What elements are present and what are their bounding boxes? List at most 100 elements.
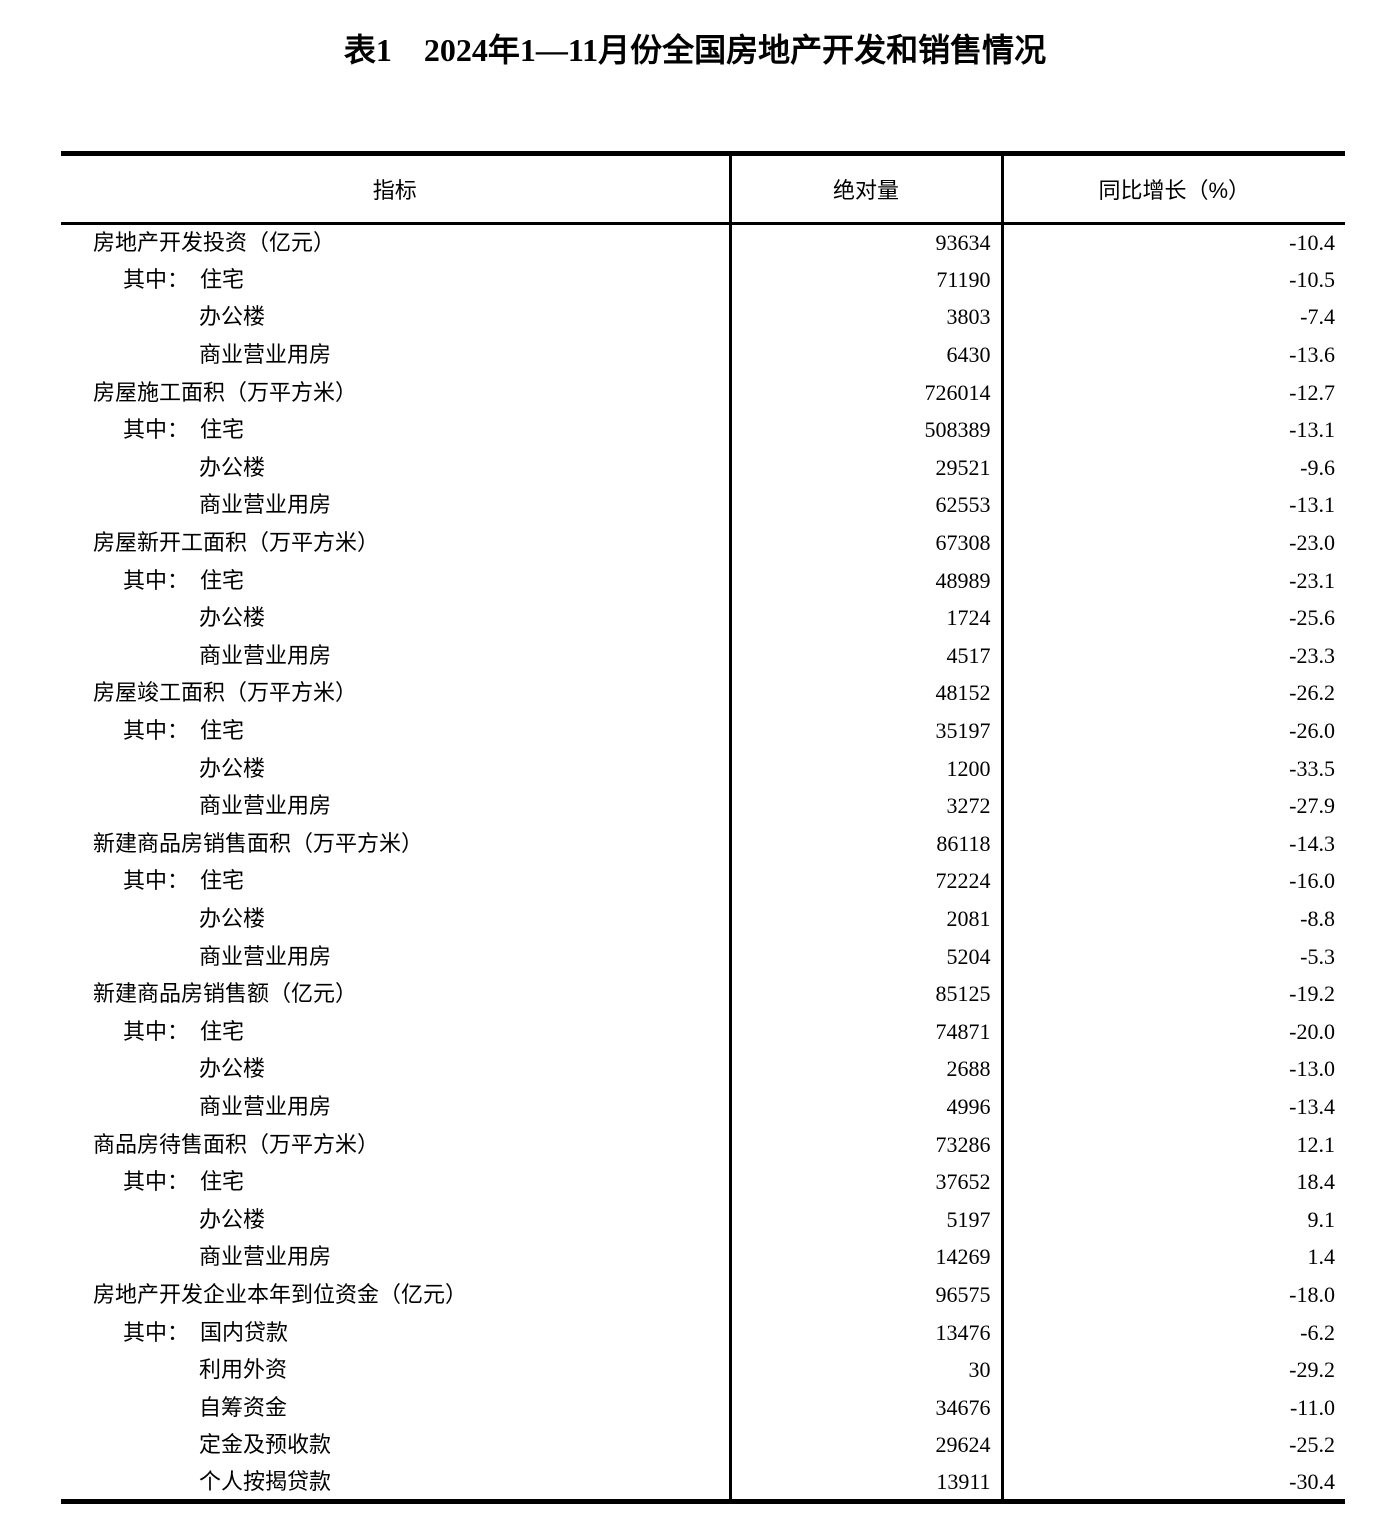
yoy-growth-cell: -18.0	[1289, 1281, 1335, 1307]
table-row: 商业营业用房 4517 -23.3	[61, 637, 1345, 675]
table-row: 房地产开发投资（亿元） 93634 -10.4	[61, 223, 1345, 262]
absolute-value-cell: 67308	[730, 524, 1004, 562]
table-row: 其中： 国内贷款 13476 -6.2	[61, 1313, 1345, 1352]
absolute-value-cell: 4517	[730, 637, 1004, 675]
indicator-label: 个人按揭贷款	[199, 1468, 332, 1494]
indicator-cell: 办公楼	[61, 599, 732, 638]
indicator-cell: 其中： 住宅	[61, 561, 732, 600]
yoy-growth-cell: 12.1	[1296, 1131, 1336, 1157]
indicator-prefix: 其中：	[123, 1018, 190, 1044]
yoy-growth-cell: -27.9	[1289, 793, 1335, 819]
absolute-value-cell: 96575	[730, 1276, 1004, 1314]
table-row: 商业营业用房 5204 -5.3	[61, 937, 1345, 976]
absolute-value-cell: 1724	[730, 599, 1004, 638]
indicator-label: 商业营业用房	[199, 642, 332, 668]
indicator-cell: 办公楼	[61, 1050, 732, 1089]
indicator-cell: 其中： 住宅	[61, 862, 732, 901]
table-row: 房屋竣工面积（万平方米） 48152 -26.2	[61, 674, 1345, 713]
indicator-cell: 其中： 住宅	[61, 712, 732, 750]
absolute-value-cell: 72224	[730, 862, 1004, 901]
table-row: 办公楼 2081 -8.8	[61, 900, 1345, 938]
header-row: 指标 绝对量 同比增长（%）	[61, 153, 1345, 225]
indicator-cell: 商品房待售面积（万平方米）	[61, 1125, 732, 1164]
indicator-cell: 房屋新开工面积（万平方米）	[61, 524, 732, 562]
absolute-value-cell: 48989	[730, 561, 1004, 600]
table-row: 其中： 住宅 508389 -13.1	[61, 411, 1345, 450]
absolute-value-cell: 73286	[730, 1125, 1004, 1164]
indicator-cell: 其中： 住宅	[61, 1012, 732, 1051]
indicator-label: 利用外资	[199, 1357, 288, 1383]
indicator-cell: 商业营业用房	[61, 336, 732, 374]
table-row: 新建商品房销售面积（万平方米） 86118 -14.3	[61, 825, 1345, 863]
yoy-growth-cell: -16.0	[1289, 868, 1335, 894]
indicator-cell: 定金及预收款	[61, 1426, 732, 1465]
yoy-growth-cell: 1.4	[1307, 1244, 1336, 1270]
table-row: 其中： 住宅 48989 -23.1	[61, 561, 1345, 600]
indicator-cell: 办公楼	[61, 298, 732, 337]
column-header-yoy-growth: 同比增长（%）	[1002, 153, 1345, 225]
indicator-cell: 办公楼	[61, 1200, 732, 1239]
table-row: 办公楼 1724 -25.6	[61, 599, 1345, 638]
indicator-label: 新建商品房销售面积（万平方米）	[93, 830, 424, 856]
indicator-cell: 商业营业用房	[61, 937, 732, 976]
yoy-growth-cell: -8.8	[1300, 905, 1335, 931]
indicator-cell: 新建商品房销售面积（万平方米）	[61, 825, 732, 863]
absolute-value-cell: 14269	[730, 1238, 1004, 1277]
indicator-cell: 其中： 住宅	[61, 1163, 732, 1201]
indicator-label: 住宅	[200, 1169, 245, 1195]
absolute-value-cell: 29521	[730, 449, 1004, 487]
indicator-label: 房地产开发企业本年到位资金（亿元）	[93, 1281, 468, 1307]
indicator-cell: 自筹资金	[61, 1388, 732, 1427]
table-body: 房地产开发投资（亿元） 93634 -10.4 其中： 住宅 71190 -10.…	[61, 223, 1345, 1502]
table-row: 其中： 住宅 35197 -26.0	[61, 712, 1345, 750]
absolute-value-cell: 3272	[730, 787, 1004, 825]
absolute-value-cell: 85125	[730, 975, 1004, 1013]
indicator-cell: 商业营业用房	[61, 1088, 732, 1126]
yoy-growth-cell: -13.0	[1289, 1056, 1335, 1082]
table-row: 定金及预收款 29624 -25.2	[61, 1426, 1345, 1465]
table-row: 自筹资金 34676 -11.0	[61, 1388, 1345, 1427]
yoy-growth-cell: -13.4	[1289, 1093, 1335, 1119]
table-row: 利用外资 30 -29.2	[61, 1351, 1345, 1389]
table-row: 商业营业用房 4996 -13.4	[61, 1088, 1345, 1126]
absolute-value-cell: 34676	[730, 1388, 1004, 1427]
yoy-growth-cell: 18.4	[1296, 1169, 1336, 1195]
indicator-cell: 商业营业用房	[61, 637, 732, 675]
indicator-cell: 办公楼	[61, 749, 732, 788]
absolute-value-cell: 30	[730, 1351, 1004, 1389]
table-row: 商业营业用房 14269 1.4	[61, 1238, 1345, 1277]
indicator-prefix: 其中：	[123, 1319, 190, 1345]
yoy-growth-cell: -13.1	[1289, 417, 1335, 443]
absolute-value-cell: 1200	[730, 749, 1004, 788]
table-row: 办公楼 1200 -33.5	[61, 749, 1345, 788]
indicator-label: 房屋新开工面积（万平方米）	[93, 530, 380, 556]
yoy-growth-cell: -23.3	[1289, 642, 1335, 668]
indicator-label: 办公楼	[199, 1206, 266, 1232]
indicator-cell: 房屋竣工面积（万平方米）	[61, 674, 732, 713]
indicator-label: 住宅	[200, 718, 245, 744]
indicator-prefix: 其中：	[123, 868, 190, 894]
indicator-label: 商业营业用房	[199, 943, 332, 969]
indicator-label: 住宅	[200, 868, 245, 894]
yoy-growth-cell: -26.0	[1289, 718, 1335, 744]
indicator-cell: 商业营业用房	[61, 486, 732, 525]
absolute-value-cell: 93634	[730, 223, 1004, 262]
table-row: 商品房待售面积（万平方米） 73286 12.1	[61, 1125, 1345, 1164]
table-row: 办公楼 5197 9.1	[61, 1200, 1345, 1239]
indicator-cell: 商业营业用房	[61, 787, 732, 825]
yoy-growth-cell: -5.3	[1300, 943, 1335, 969]
yoy-growth-cell: -26.2	[1289, 680, 1335, 706]
indicator-label: 定金及预收款	[199, 1432, 332, 1458]
absolute-value-cell: 62553	[730, 486, 1004, 525]
yoy-growth-cell: -25.2	[1289, 1432, 1335, 1458]
absolute-value-cell: 2688	[730, 1050, 1004, 1089]
real-estate-stats-table: 指标 绝对量 同比增长（%） 房地产开发投资（亿元） 93634 -10.4 其…	[61, 151, 1345, 1505]
absolute-value-cell: 4996	[730, 1088, 1004, 1126]
indicator-label: 办公楼	[199, 605, 266, 631]
indicator-label: 房地产开发投资（亿元）	[93, 230, 336, 256]
yoy-growth-cell: -14.3	[1289, 830, 1335, 856]
column-header-absolute-value: 绝对量	[730, 153, 1004, 225]
yoy-growth-cell: -10.4	[1289, 230, 1335, 256]
table-header: 指标 绝对量 同比增长（%）	[61, 153, 1345, 225]
table-row: 办公楼 3803 -7.4	[61, 298, 1345, 337]
